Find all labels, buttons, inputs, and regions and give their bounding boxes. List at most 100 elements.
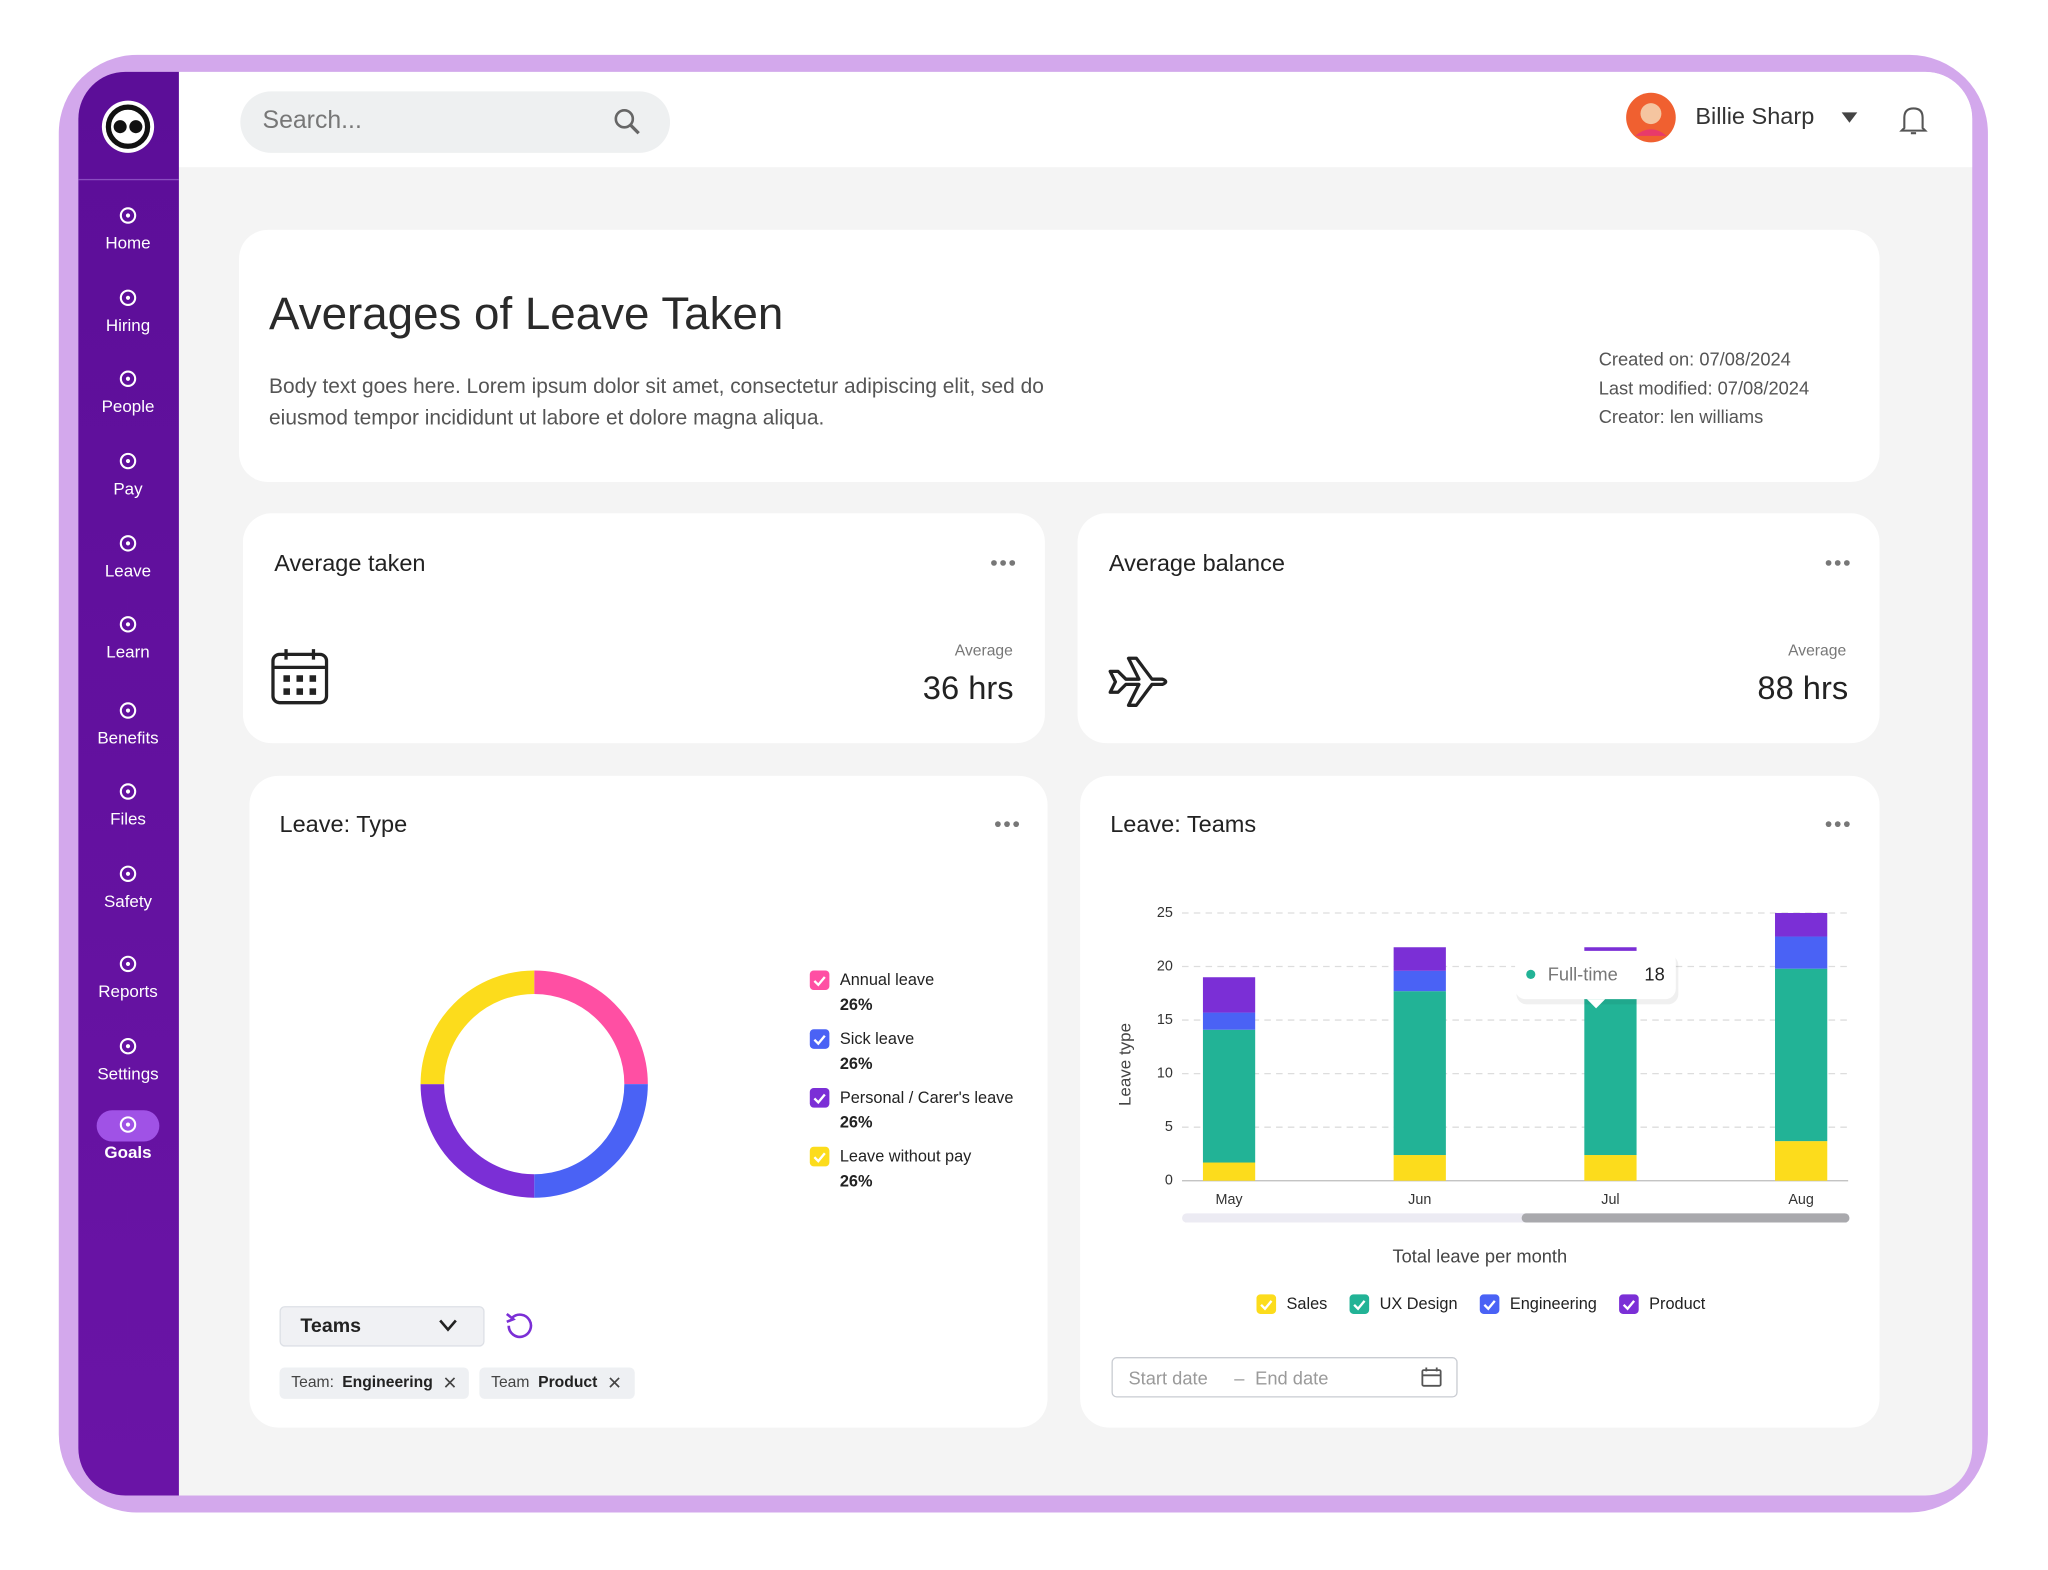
nav-label[interactable]: Learn — [106, 643, 149, 662]
nav-icon[interactable] — [119, 865, 137, 883]
calendar-icon — [271, 649, 329, 705]
nav-icon[interactable] — [119, 702, 137, 719]
filter-chip[interactable] — [479, 1367, 635, 1399]
nav-label[interactable]: Safety — [104, 892, 153, 911]
bar-segment — [1202, 1029, 1256, 1163]
legend-label: Annual leave — [840, 971, 934, 989]
chip-remove[interactable] — [607, 1375, 623, 1391]
date-icon[interactable] — [1421, 1366, 1442, 1387]
dropdown-chevron[interactable] — [438, 1318, 459, 1334]
nav-icon[interactable] — [119, 207, 137, 224]
bell-icon[interactable] — [1899, 104, 1928, 135]
y-tick-label: 5 — [1165, 1119, 1173, 1135]
tooltip-box — [1515, 950, 1676, 1000]
nav-icon[interactable] — [119, 783, 137, 800]
nav-icon[interactable] — [119, 616, 137, 633]
y-axis-label: Leave type — [1115, 1023, 1134, 1106]
nav-icon[interactable] — [119, 452, 137, 470]
nav-label[interactable]: Leave — [105, 562, 151, 581]
chip-remove[interactable] — [443, 1375, 459, 1391]
legend-checkbox — [809, 1029, 830, 1049]
y-tick-label: 20 — [1157, 958, 1173, 974]
scroll-thumb[interactable] — [1521, 1213, 1850, 1223]
legend-checkbox — [1619, 1294, 1639, 1314]
nav-icon[interactable] — [119, 535, 137, 552]
user-name[interactable]: Billie Sharp — [1695, 103, 1815, 130]
more-dot — [1834, 821, 1841, 828]
nav-label[interactable]: Files — [110, 810, 146, 829]
nav-icon[interactable] — [119, 289, 137, 307]
more-dot — [1000, 560, 1006, 566]
legend-value: 26% — [840, 996, 873, 1014]
legend-item[interactable]: UX Design — [1349, 1294, 1458, 1314]
nav-icon[interactable] — [119, 1116, 137, 1133]
nav-label[interactable]: Benefits — [97, 729, 158, 748]
legend-checkbox — [809, 1087, 830, 1108]
refresh-icon[interactable] — [504, 1310, 535, 1341]
date-range-input[interactable] — [1111, 1357, 1458, 1398]
more-dot — [995, 821, 1001, 828]
nav-icon-part — [125, 376, 131, 381]
legend-item[interactable]: Product — [1619, 1294, 1706, 1314]
legend-check — [813, 976, 826, 987]
donut-segment — [533, 970, 648, 1085]
stat-label: Average — [954, 641, 1013, 660]
nav-label[interactable]: Hiring — [106, 316, 150, 335]
legend-item[interactable]: Engineering — [1479, 1294, 1597, 1314]
bar-segment — [1393, 947, 1446, 971]
legend-check — [1622, 1300, 1636, 1311]
legend-label: Leave without pay — [840, 1148, 972, 1166]
nav-label[interactable]: Home — [105, 234, 150, 253]
header-card — [239, 229, 1880, 482]
more-dot — [1004, 821, 1010, 828]
nav-icon-part — [119, 452, 137, 470]
user-caret[interactable] — [1840, 111, 1858, 124]
y-tick-label: 25 — [1157, 905, 1173, 921]
nav-label[interactable]: Reports — [98, 982, 157, 1001]
more-dot — [1843, 560, 1850, 566]
logo — [101, 100, 155, 153]
nav-label[interactable]: People — [102, 397, 155, 416]
nav-icon-part — [119, 955, 137, 973]
nav-icon-part — [119, 535, 137, 552]
y-tick-label: 0 — [1165, 1173, 1173, 1189]
donut-segment — [533, 1083, 648, 1198]
stat-card — [1077, 513, 1880, 744]
chip-value: Product — [538, 1372, 598, 1392]
header-body: Body text goes here. Lorem ipsum dolor s… — [269, 376, 1044, 430]
more-dot — [1843, 821, 1850, 828]
legend-check — [813, 1152, 826, 1163]
end-date: End date — [1255, 1367, 1329, 1389]
meta-created: Created on: 07/08/2024 — [1598, 348, 1791, 370]
meta-creator: Creator: len williams — [1598, 406, 1764, 428]
nav-label[interactable]: Pay — [113, 479, 143, 498]
bar-segment — [1775, 936, 1828, 969]
chart-title: Leave: Type — [279, 811, 408, 838]
legend-item[interactable]: Sales — [1256, 1294, 1327, 1314]
legend-label: Sales — [1287, 1295, 1328, 1313]
x-tick-label: May — [1215, 1192, 1243, 1208]
nav-label[interactable]: Goals — [104, 1143, 151, 1162]
stat-value: 88 hrs — [1757, 670, 1849, 707]
tooltip-value: 18 — [1644, 964, 1664, 985]
avatar[interactable] — [1625, 91, 1677, 143]
search-icon[interactable] — [613, 107, 644, 138]
bar-segment — [1584, 1155, 1637, 1181]
nav-icon[interactable] — [119, 370, 137, 388]
plane-icon — [1108, 656, 1168, 707]
tooltip-dot — [1526, 969, 1536, 979]
nav-icon[interactable] — [119, 1037, 137, 1055]
search-box[interactable] — [240, 91, 671, 153]
filter-chip[interactable] — [279, 1367, 469, 1399]
donut-segment — [420, 970, 535, 1085]
nav-label[interactable]: Settings — [97, 1064, 158, 1083]
nav-icon-part — [119, 1116, 137, 1133]
legend-check — [813, 1035, 826, 1046]
y-tick-label: 10 — [1157, 1065, 1173, 1081]
bar-segment — [1584, 994, 1637, 1156]
nav-icon-part — [119, 616, 137, 633]
nav-icon[interactable] — [119, 955, 137, 973]
legend-checkbox — [1256, 1294, 1277, 1314]
